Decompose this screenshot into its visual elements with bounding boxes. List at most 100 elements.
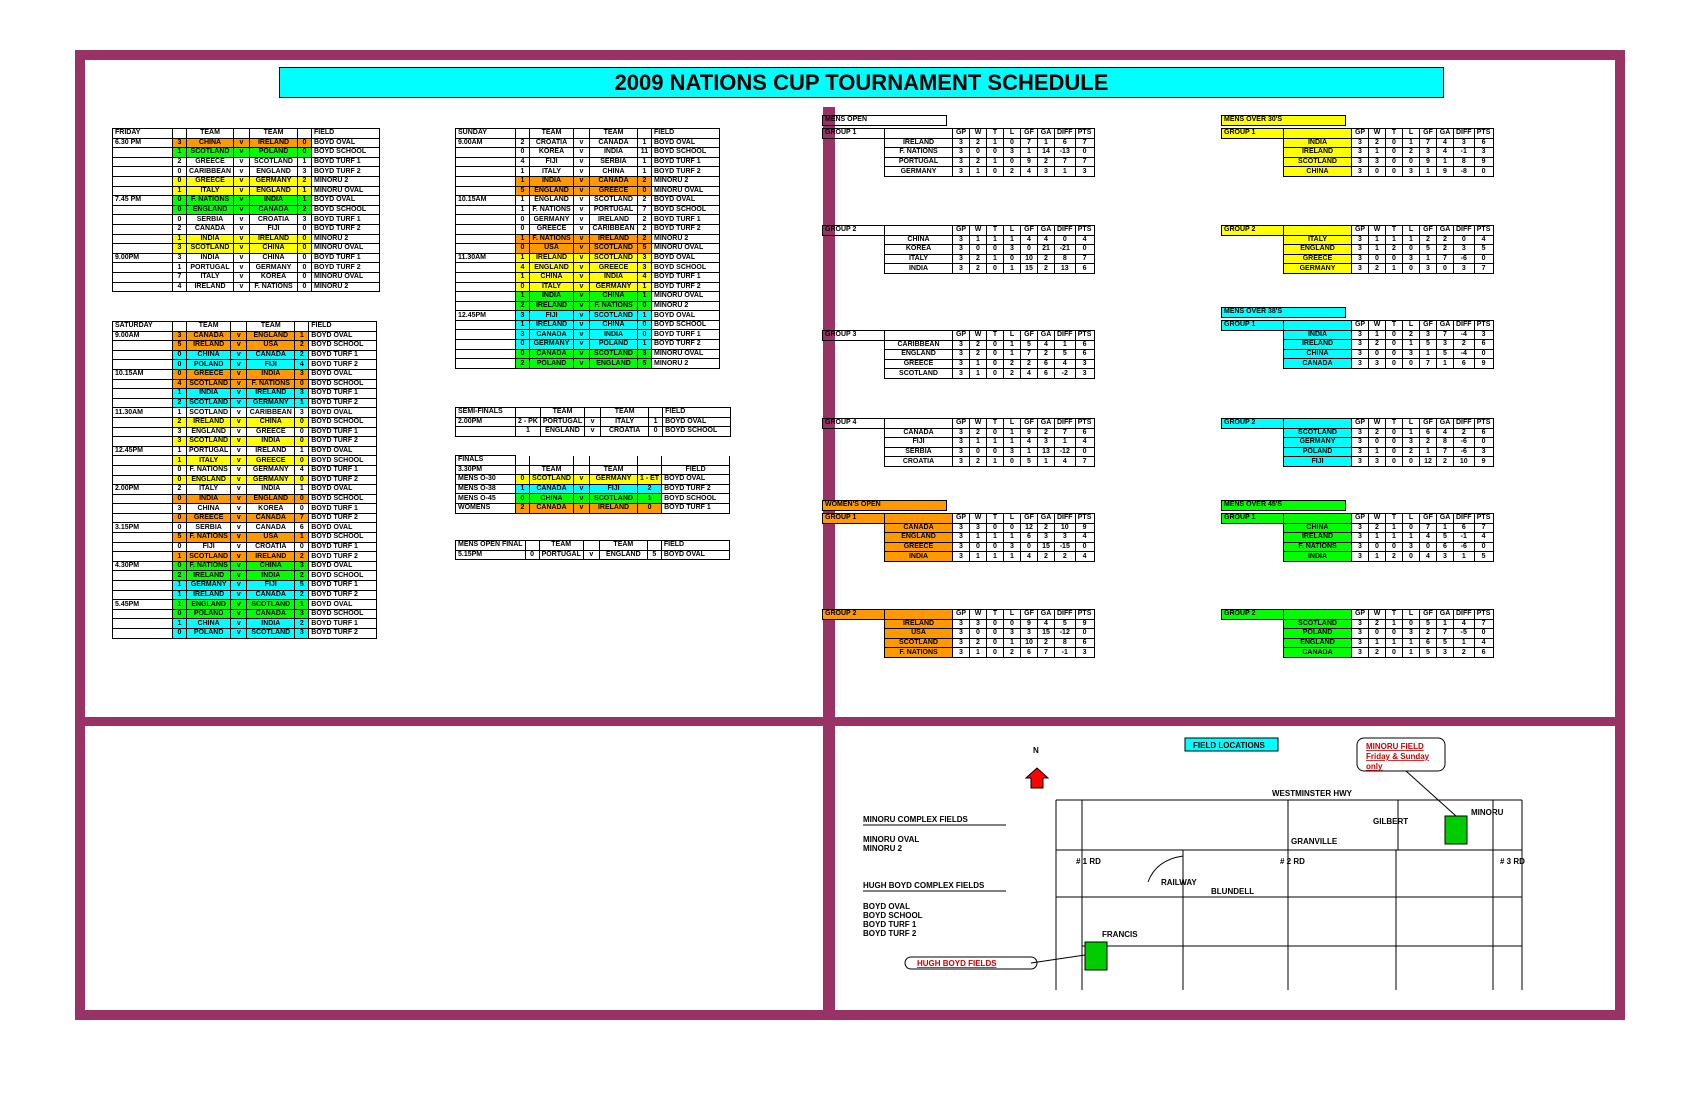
match-cell: 1 [172,455,187,466]
cell [636,464,663,476]
match-cell: ENGLAND [249,185,298,197]
match-cell: 2 [294,551,310,562]
team-name: CANADA [884,427,953,439]
table-row: 0 GREECE v CARIBBEAN 2 BOYD TURF 2 [455,223,720,235]
cell [646,540,662,551]
team-name: SCOTLAND [1283,427,1352,439]
cell [822,447,885,457]
header: L [1402,128,1420,139]
match-cell: 3 [294,407,310,418]
standings-row: CARIBBEAN 3 2 0 1 5 4 1 6 [822,339,1095,351]
stat-cell: 4 [1473,532,1494,543]
team-name: F. NATIONS [1283,541,1352,553]
match-cell: INDIA [246,368,296,380]
match-cell: CHINA [589,166,638,177]
stat-cell: 0 [1436,263,1454,274]
match-cell: IRELAND [185,589,232,601]
table-header-row: GROUP 1 GP W T L GF GA DIFF PTS [1221,128,1494,139]
match-cell: 1 [515,483,530,495]
stat-cell: 3 [952,156,970,168]
division-label: MENS OPEN [822,115,947,126]
match-cell: 2 [637,175,652,187]
match-cell: BOYD TURF 2 [651,281,720,293]
header: L [1003,609,1021,620]
cell [1221,619,1284,629]
match-cell: BOYD OVAL [308,484,378,495]
team-name: GREECE [884,541,953,553]
match-cell: ENGLAND [185,426,232,438]
match-cell: 1 [515,319,530,331]
team-name: SCOTLAND [1283,156,1352,168]
stat-cell: 0 [986,358,1004,370]
stat-cell: 2 [1368,263,1386,274]
stat-cell: 6 [1074,427,1095,439]
match-cell: MINORU 2 [651,175,720,187]
stat-cell: 3 [952,541,970,553]
standings-row: INDIA 3 1 0 2 3 7 -4 3 [1221,329,1494,341]
match-cell: v [573,483,590,495]
match-cell: 3 [172,252,187,264]
match-cell: BOYD OVAL [661,474,731,485]
stat-cell: 0 [986,166,1004,177]
table-row: 0 FIJI v CROATIA 0 BOYD TURF 1 [112,541,378,553]
match-cell: v [573,252,590,264]
stat-cell: 1 [1037,137,1055,149]
day-label: SUNDAY [455,128,516,139]
match-cell: 2 [636,483,663,495]
match-cell: 4 [294,464,310,476]
stat-cell: 0 [1402,263,1420,274]
match-cell: 2 [294,570,310,582]
header: GF [1020,513,1038,524]
match-cell: 3 [515,329,530,341]
match-cell [455,271,516,283]
stat-cell: 3 [1419,147,1437,158]
table-row: 0 POLAND v SCOTLAND 3 BOYD TURF 2 [112,628,378,639]
match-cell: v [233,195,250,206]
match-cell: 0 [297,281,312,293]
standings-row: INDIA 3 2 0 1 7 4 3 6 [1221,137,1494,149]
frame-top [75,50,1625,60]
stat-cell: 3 [1003,244,1021,255]
header: DIFF [1453,418,1475,429]
stat-cell: 5 [1436,348,1454,360]
match-cell: PORTUGAL [589,204,638,216]
header: L [1402,320,1420,331]
match-cell: ENGLAND [589,358,638,369]
table-header-row: GROUP 1 GP W T L GF GA DIFF PTS [1221,320,1494,331]
match-cell: v [230,407,248,418]
stat-cell: 3 [1453,244,1475,255]
header: T [1385,513,1403,524]
match-cell: BOYD OVAL [308,599,378,610]
table-row: 0 GREECE v GERMANY 2 MINORU 2 [112,175,380,187]
match-cell: 1 [515,204,530,216]
table-row: 5.45PM 1 ENGLAND v SCOTLAND 1 BOYD OVAL [112,599,378,610]
header: T [986,609,1004,620]
match-cell: KOREA [249,271,298,283]
stat-cell: 3 [1351,348,1369,360]
match-cell: ENGLAND [529,262,574,273]
match-cell: SERBIA [589,156,638,168]
cell [1221,638,1284,648]
match-cell [455,281,516,293]
header: GA [1037,418,1055,429]
match-cell [112,541,173,553]
stat-cell: 2 [1037,253,1055,265]
match-cell: v [233,243,250,254]
match-cell: v [573,291,590,302]
cell [822,428,885,438]
match-cell: GREECE [589,185,638,197]
match-cell: v [573,156,590,168]
standings-group: GROUP 1 GP W T L GF GA DIFF PTS CHINA 3 2 1 0 7 1 6 7 IREL… [1221,513,1494,562]
stat-cell: 1 [1402,427,1420,439]
match-cell: CANADA [529,502,574,514]
stat-cell: 15 [1037,628,1055,639]
match-cell: BOYD OVAL [308,407,378,418]
match-cell: MINORU OVAL [311,185,380,197]
minoru-note-1: MINORU FIELD [1366,742,1424,751]
semis-table: SEMI-FINALS TEAM TEAM FIELD 2.00PM 2 - PK PORT… [455,407,732,437]
stat-cell: 9 [1473,156,1494,168]
match-cell: 1 [515,252,530,264]
match-cell: IRELAND [185,416,232,428]
division-title: MENS OVER 45'S [1221,500,1346,511]
match-cell: BOYD SCHOOL [308,340,378,351]
